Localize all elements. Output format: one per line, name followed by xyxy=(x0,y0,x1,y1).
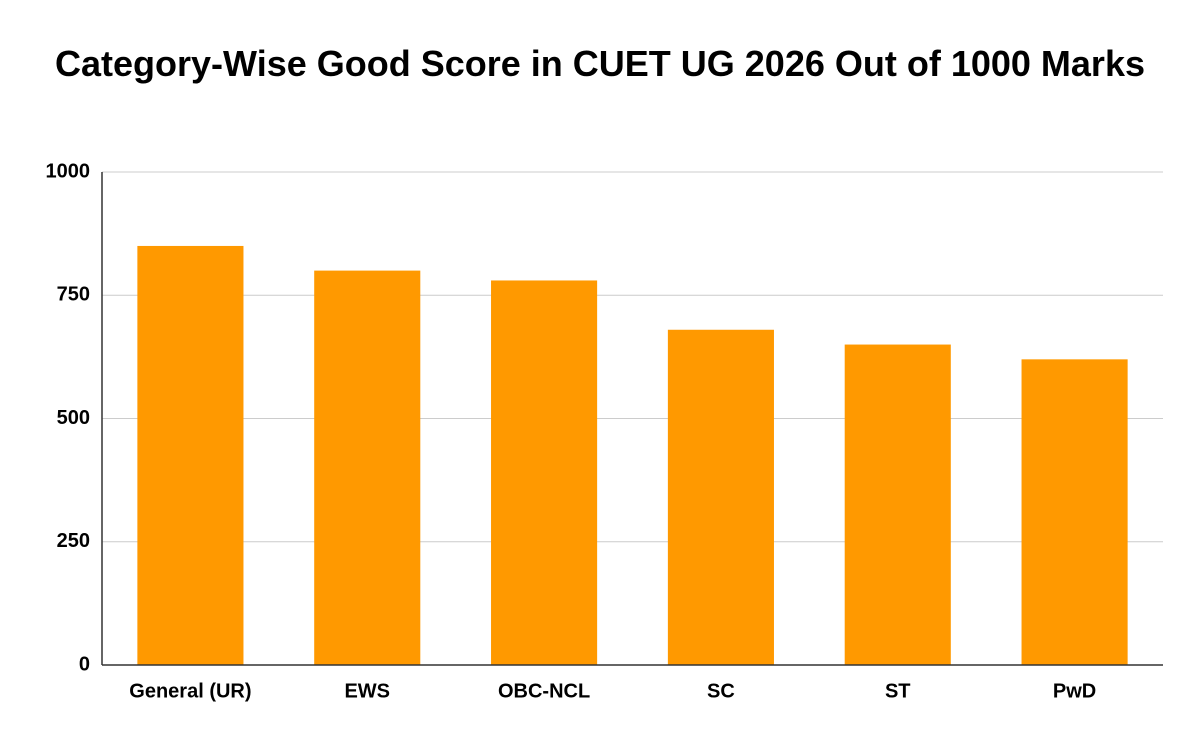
y-tick-label: 1000 xyxy=(46,160,91,182)
x-tick-label: SC xyxy=(707,680,735,702)
bar xyxy=(1021,359,1128,665)
chart-title: Category-Wise Good Score in CUET UG 2026… xyxy=(55,43,1145,84)
bar xyxy=(844,344,951,665)
bar xyxy=(137,245,244,665)
x-tick-label: EWS xyxy=(344,680,390,702)
bar xyxy=(314,270,421,665)
y-tick-label: 750 xyxy=(57,284,90,306)
y-tick-label: 500 xyxy=(57,407,90,429)
bar xyxy=(667,329,774,665)
y-tick-label: 0 xyxy=(79,653,90,675)
x-tick-label: PwD xyxy=(1053,680,1096,702)
x-tick-label: ST xyxy=(885,680,911,702)
x-tick-label: OBC-NCL xyxy=(498,680,590,702)
y-tick-label: 250 xyxy=(57,530,90,552)
bar xyxy=(491,280,598,665)
x-tick-label: General (UR) xyxy=(129,680,251,702)
